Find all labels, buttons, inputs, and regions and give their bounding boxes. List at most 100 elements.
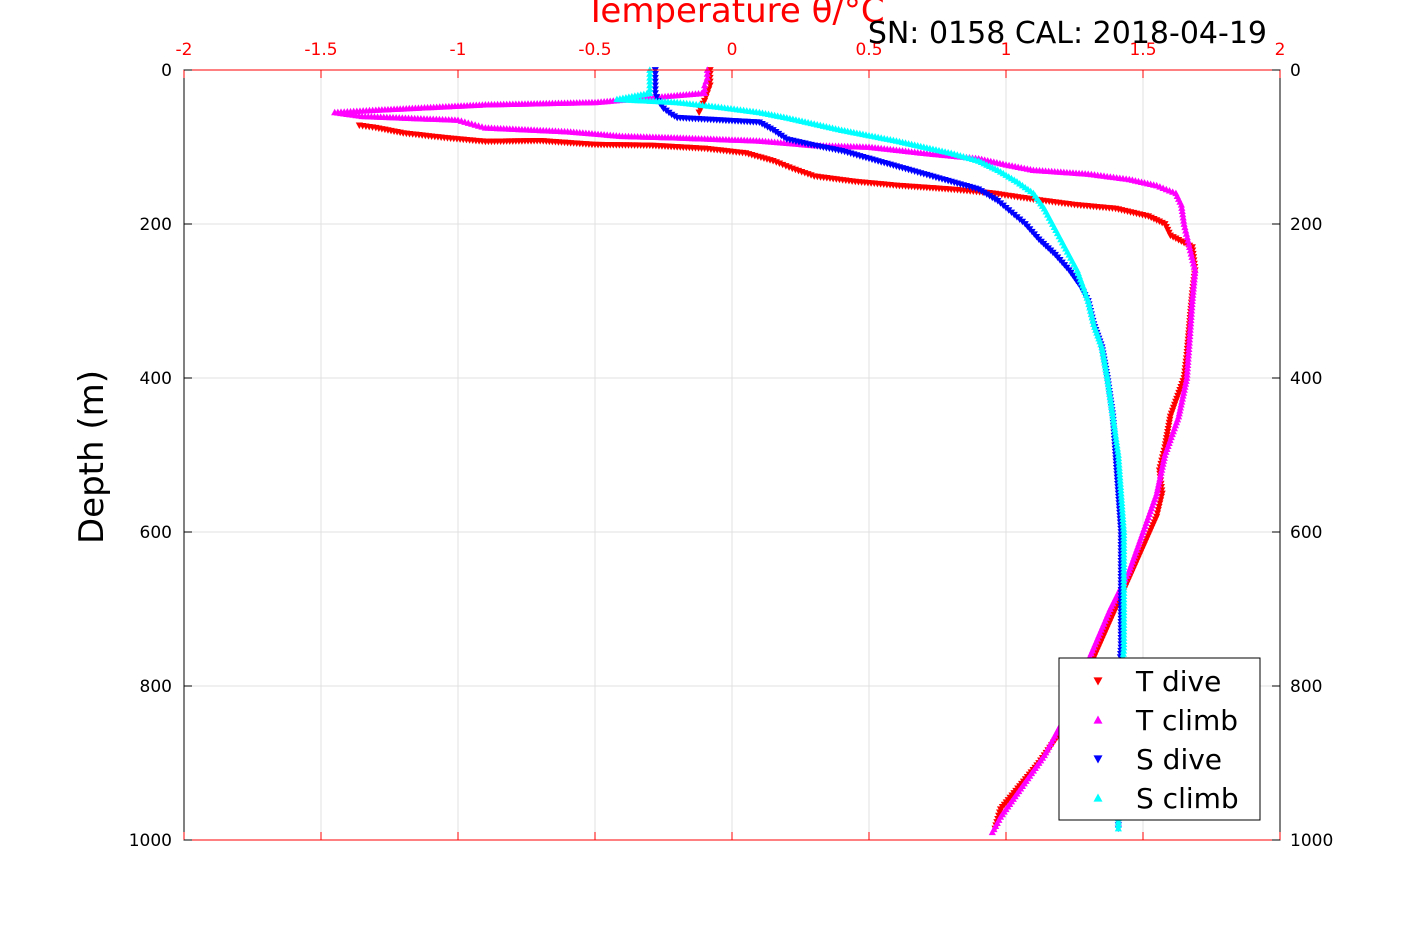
data-point — [991, 196, 999, 203]
data-point — [1115, 467, 1124, 474]
data-point — [651, 82, 659, 89]
data-point — [1155, 478, 1163, 485]
data-point — [1116, 480, 1124, 487]
data-point — [1114, 454, 1123, 462]
data-point — [1103, 374, 1111, 381]
data-point — [1190, 278, 1198, 286]
data-point — [1186, 246, 1194, 254]
data-point — [1117, 496, 1126, 503]
data-point — [1188, 253, 1196, 260]
data-point — [1103, 371, 1111, 378]
data-point — [1108, 409, 1117, 417]
data-point — [1181, 383, 1189, 390]
data-point — [1106, 393, 1114, 401]
y-tick-label-left: 200 — [140, 215, 172, 235]
subtitle: SN: 0158 CAL: 2018-04-19 — [868, 16, 1267, 51]
data-point — [1114, 824, 1122, 832]
data-point — [1182, 377, 1190, 384]
y-tick-label-left: 0 — [161, 61, 172, 81]
data-point — [983, 191, 991, 198]
data-point — [1180, 389, 1188, 396]
data-point — [1187, 310, 1196, 317]
data-point — [1191, 266, 1199, 274]
data-point — [1100, 355, 1108, 363]
data-point — [1098, 346, 1107, 354]
data-point — [1185, 339, 1193, 346]
data-point — [1188, 307, 1196, 314]
data-point — [1099, 349, 1107, 357]
x-tick-label: -1.5 — [304, 40, 337, 60]
data-point — [1116, 477, 1124, 484]
data-point — [1185, 348, 1193, 356]
data-point — [1117, 486, 1125, 494]
legend: T dive T climb S dive S climb — [1058, 657, 1261, 821]
data-point — [1175, 409, 1183, 417]
data-point — [1114, 448, 1122, 455]
data-point — [1188, 300, 1196, 308]
data-point — [1153, 486, 1161, 494]
legend-marker — [1093, 793, 1103, 802]
data-point — [1186, 332, 1194, 340]
data-point — [1114, 818, 1122, 825]
data-point — [1176, 406, 1184, 414]
data-point — [1158, 490, 1166, 498]
data-point — [1185, 243, 1194, 250]
data-point — [651, 78, 659, 86]
legend-label: S dive — [1136, 743, 1222, 776]
data-point — [1186, 326, 1194, 333]
data-point — [1183, 367, 1191, 375]
x-tick-label: 1 — [1001, 40, 1012, 60]
data-point — [1184, 351, 1193, 359]
data-point — [1086, 307, 1095, 314]
data-point — [1117, 483, 1125, 490]
data-point — [1089, 317, 1097, 324]
data-point — [1178, 207, 1186, 215]
x-tick-label: 0 — [727, 40, 738, 60]
data-point — [1187, 316, 1195, 324]
data-point — [651, 70, 659, 78]
data-point — [1114, 451, 1122, 458]
data-point — [1109, 412, 1117, 420]
data-point — [703, 70, 711, 77]
data-point — [1119, 521, 1127, 529]
data-point — [1176, 404, 1185, 411]
data-point — [1179, 392, 1187, 399]
data-point — [1154, 481, 1163, 488]
data-point — [1106, 390, 1114, 397]
data-point — [1119, 647, 1128, 654]
data-point — [1085, 300, 1093, 308]
data-point — [1086, 304, 1094, 311]
data-point — [1115, 461, 1123, 468]
data-point — [1157, 469, 1165, 476]
data-point — [1187, 319, 1195, 327]
data-point — [1106, 396, 1115, 404]
y-tick-label-left: 1000 — [129, 831, 172, 851]
data-point — [1158, 463, 1166, 470]
data-point — [1119, 515, 1127, 523]
legend-label: T dive — [1135, 665, 1221, 698]
data-point — [1112, 438, 1121, 446]
data-point — [1117, 489, 1125, 497]
data-point — [1188, 294, 1197, 301]
data-point — [1160, 457, 1168, 464]
data-point — [1183, 364, 1192, 372]
y-tick-label-right: 1000 — [1290, 831, 1333, 851]
data-point — [695, 109, 703, 116]
data-point — [1184, 236, 1192, 244]
data-point — [1183, 374, 1191, 381]
data-point — [1112, 432, 1120, 439]
data-point — [1118, 499, 1126, 507]
data-point — [1153, 510, 1162, 517]
data-point — [1189, 256, 1197, 264]
data-point — [1105, 387, 1113, 394]
data-point — [1117, 493, 1125, 500]
data-point — [1186, 323, 1195, 330]
data-point — [1104, 380, 1112, 388]
data-point — [1188, 303, 1196, 311]
y-axis-label: Depth (m) — [72, 370, 112, 544]
x-tick-label: 0.5 — [855, 40, 882, 60]
data-point — [1187, 313, 1195, 320]
y-tick-label-right: 800 — [1290, 677, 1322, 697]
data-point — [1159, 460, 1167, 467]
